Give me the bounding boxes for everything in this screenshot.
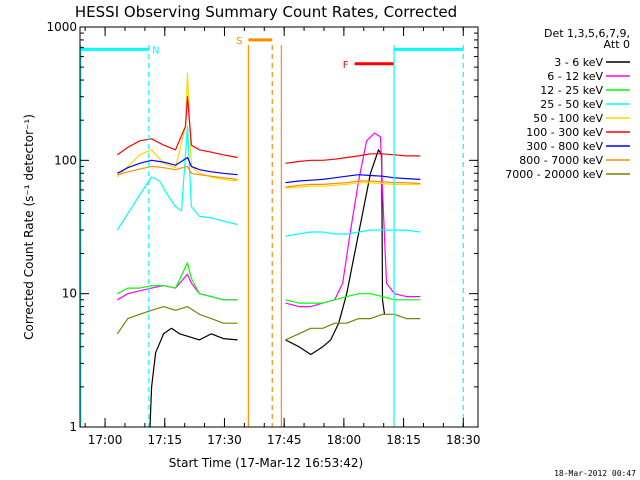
y-tick-label: 1000 <box>46 20 77 34</box>
legend-label: 800 - 7000 keV <box>519 154 603 167</box>
series-line-3 <box>116 125 238 231</box>
series-line-2 <box>285 293 421 304</box>
x-tick-label: 17:00 <box>88 433 123 447</box>
series-line-1 <box>285 132 421 308</box>
series-line-6 <box>285 174 421 184</box>
legend-label: 7000 - 20000 keV <box>505 168 603 181</box>
marker-label: S <box>236 36 242 47</box>
y-axis: 1 10 100 1000 <box>46 20 478 434</box>
legend-label: 300 - 800 keV <box>526 140 603 153</box>
x-tick-label: 17:45 <box>267 433 302 447</box>
legend-label: 6 - 12 keV <box>547 70 603 83</box>
x-tick-label: 18:00 <box>327 433 362 447</box>
y-tick-label: 100 <box>54 153 77 167</box>
series-line-6 <box>117 156 238 176</box>
marker-label: F <box>343 60 349 71</box>
legend-label: 50 - 100 keV <box>533 112 603 125</box>
y-axis-label: Corrected Count Rate (s⁻¹ detector⁻¹) <box>22 114 36 340</box>
x-tick-label: 18:30 <box>446 433 481 447</box>
series-line-8 <box>116 306 238 335</box>
x-tick-label: 17:15 <box>147 433 182 447</box>
series-line-7 <box>285 180 421 188</box>
y-tick-label: 10 <box>62 287 77 301</box>
x-axis: 17:00 17:15 17:30 17:45 18:00 18:15 18:30 <box>84 27 481 447</box>
series-line-8 <box>285 313 421 341</box>
footer-timestamp: 18-Mar-2012 00:47 <box>554 469 636 478</box>
legend-label: 12 - 25 keV <box>540 84 603 97</box>
series-line-3 <box>285 229 421 237</box>
legend-label: 3 - 6 keV <box>554 56 603 69</box>
attenuator-markers: N S F <box>80 36 464 71</box>
y-tick-label: 1 <box>69 420 77 434</box>
state-lines <box>80 45 464 427</box>
legend-header: Det 1,3,5,6,7,9, <box>544 27 630 40</box>
legend-label: 100 - 300 keV <box>526 126 603 139</box>
x-axis-label: Start Time (17-Mar-12 16:53:42) <box>169 456 363 470</box>
series-line-4 <box>285 182 421 189</box>
series-line-7 <box>117 165 238 180</box>
legend-label: 25 - 50 keV <box>540 98 603 111</box>
legend-header: Att 0 <box>604 38 630 51</box>
marker-label: N <box>152 45 159 56</box>
series-line-0 <box>149 327 238 428</box>
series-line-5 <box>285 153 421 164</box>
x-tick-label: 17:30 <box>207 433 242 447</box>
chart-title: HESSI Observing Summary Count Rates, Cor… <box>75 3 457 21</box>
series-lines <box>116 72 421 428</box>
x-tick-label: 18:15 <box>386 433 421 447</box>
plot-frame <box>79 26 479 428</box>
series-line-2 <box>117 262 238 301</box>
series-line-5 <box>117 96 238 159</box>
